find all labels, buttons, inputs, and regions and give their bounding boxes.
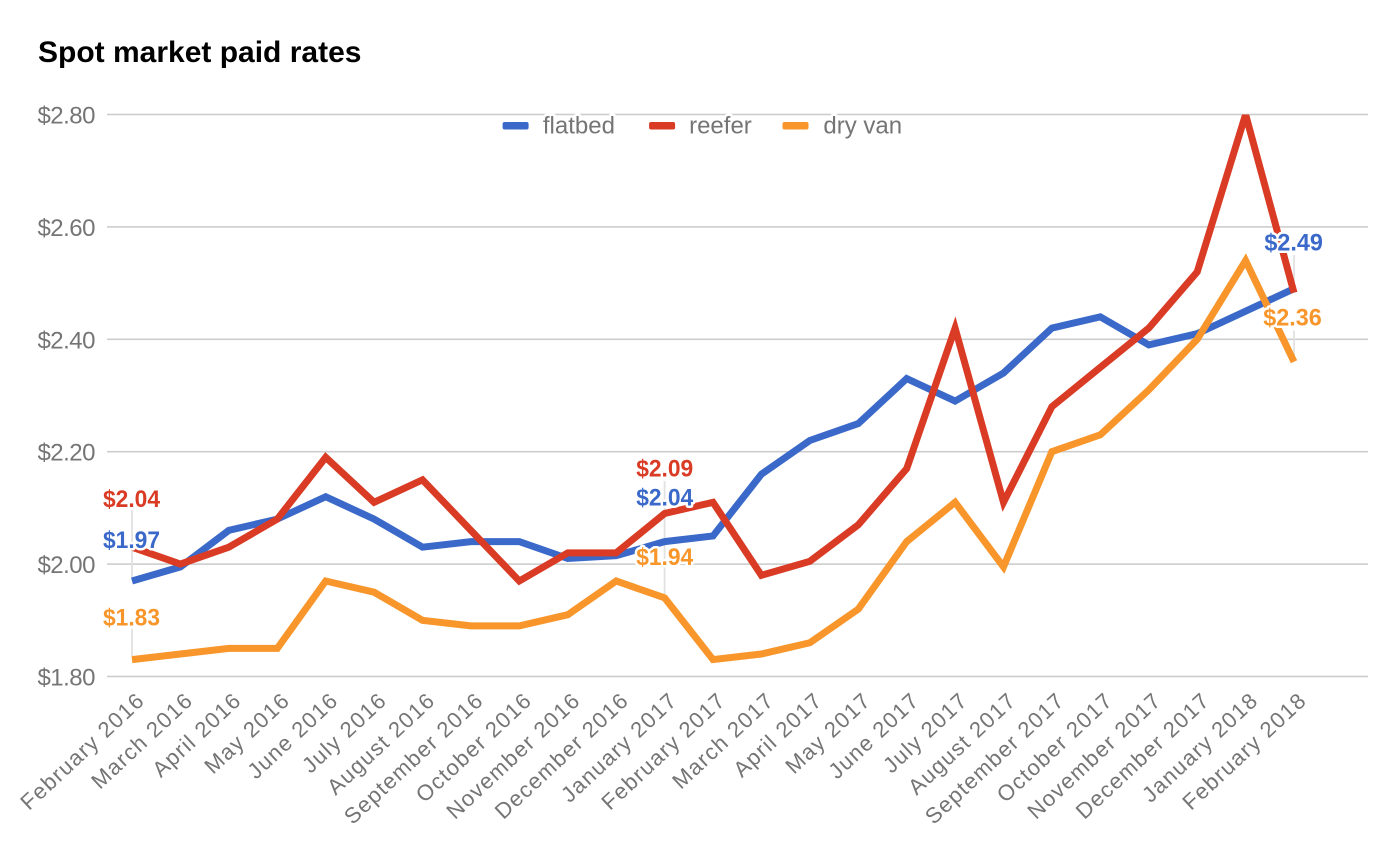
svg-text:$2.20: $2.20 xyxy=(37,440,95,467)
svg-text:$2.49: $2.49 xyxy=(1264,230,1323,257)
svg-text:flatbed: flatbed xyxy=(543,113,615,140)
svg-text:$2.60: $2.60 xyxy=(37,215,95,242)
svg-text:$1.94: $1.94 xyxy=(636,544,694,571)
svg-text:$2.04: $2.04 xyxy=(103,486,161,513)
svg-text:$1.97: $1.97 xyxy=(103,527,160,554)
svg-text:$1.80: $1.80 xyxy=(37,665,95,692)
svg-text:$2.00: $2.00 xyxy=(37,552,95,579)
svg-text:$2.04: $2.04 xyxy=(636,484,694,511)
svg-text:$2.36: $2.36 xyxy=(1263,304,1322,331)
svg-text:$2.09: $2.09 xyxy=(636,455,693,482)
svg-text:Spot market paid rates: Spot market paid rates xyxy=(38,36,361,69)
svg-text:$2.40: $2.40 xyxy=(37,327,95,354)
svg-text:dry van: dry van xyxy=(823,113,902,140)
svg-text:reefer: reefer xyxy=(689,113,752,140)
svg-text:$2.80: $2.80 xyxy=(37,103,95,130)
svg-text:$1.83: $1.83 xyxy=(103,605,160,632)
